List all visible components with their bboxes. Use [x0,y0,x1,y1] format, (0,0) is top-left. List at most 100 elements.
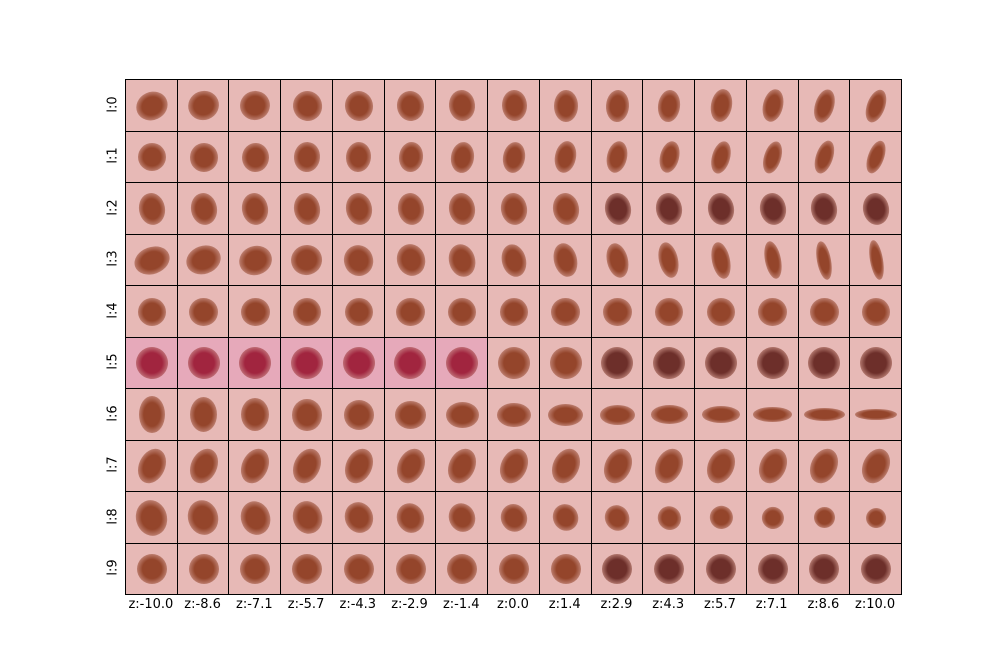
lesion-shape [445,241,480,280]
lesion-shape [753,343,793,383]
sample-image [694,79,747,132]
lesion-shape [552,139,580,175]
sample-image [125,182,178,235]
lesion-shape [757,502,788,533]
lesion-shape [497,240,531,280]
lesion-shape [497,402,531,427]
sample-image [797,439,851,492]
row-label: l:2 [103,182,123,232]
lesion-shape [603,297,632,326]
lesion-shape [241,398,270,432]
sample-image [176,233,230,286]
lesion-shape [753,444,792,489]
lesion-shape [548,500,583,536]
lesion-shape [550,240,581,280]
sample-image [435,233,489,286]
lesion-shape [759,138,786,176]
row-label-text: l:8 [105,507,121,525]
lesion-shape [701,444,741,489]
sample-image [280,79,333,132]
lesion-shape [445,401,479,428]
sample-image [797,336,851,389]
sample-image [331,542,385,595]
sample-image [849,542,902,595]
lesion-shape [136,190,168,227]
sample-image [280,491,333,544]
lesion-shape [235,444,275,489]
lesion-shape [132,343,172,383]
lesion-shape [546,444,586,489]
sample-image [383,182,437,235]
lesion-shape [136,554,167,585]
sample-image [125,130,178,183]
lesion-shape [293,141,321,173]
sample-image [383,388,437,441]
sample-image [745,79,799,132]
lesion-shape [138,396,165,434]
lesion-shape [494,444,534,489]
lesion-shape [341,88,376,124]
column-label: z:-10.0 [128,597,174,612]
lesion-shape [701,343,741,383]
lesion-shape [182,241,225,280]
sample-image [590,542,644,595]
column-label: z:0.0 [497,597,529,612]
lesion-shape [604,89,630,123]
sample-image [280,542,333,595]
sample-image [125,388,178,441]
lesion-shape [390,343,431,383]
sample-image [331,336,385,389]
lesion-shape [442,444,482,489]
lesion-shape [656,88,682,124]
lesion-shape [600,500,635,535]
sample-image [538,542,592,595]
lesion-shape [137,297,167,326]
lesion-shape [239,190,271,227]
lesion-shape [241,142,270,173]
sample-image [435,130,489,183]
row-label: l:1 [103,131,123,181]
lesion-shape [236,497,275,539]
sample-image [487,233,540,286]
sample-image [694,388,747,441]
lesion-shape [287,444,327,489]
lesion-shape [288,497,326,538]
lesion-shape [498,190,530,227]
lesion-shape [496,499,532,536]
lesion-shape [292,398,322,431]
lesion-shape [344,141,373,174]
sample-image [487,182,540,235]
row-label: l:4 [103,285,123,335]
lesion-shape [132,444,172,489]
sample-image [487,439,540,492]
lesion-shape [291,190,323,227]
lesion-shape [759,87,787,125]
sample-image [745,182,799,235]
sample-image [383,336,437,389]
sample-image [280,182,333,235]
lesion-shape [707,87,735,124]
sample-image [125,439,178,492]
lesion-shape [597,343,638,383]
lesion-shape [292,297,322,326]
sample-image [694,182,747,235]
lesion-shape [447,554,478,585]
sample-image [797,542,851,595]
sample-image [280,130,333,183]
lesion-shape [655,240,683,281]
lesion-shape [603,240,632,280]
sample-image [538,233,592,286]
lesion-shape [813,239,836,281]
sample-image [797,233,851,286]
lesion-shape [343,399,374,430]
lesion-shape [339,444,379,489]
lesion-shape [130,241,174,280]
lesion-shape [188,190,220,227]
sample-image [487,336,540,389]
lesion-shape [809,554,840,585]
row-label: l:0 [103,79,123,129]
sample-image [745,285,799,338]
sample-image [435,182,489,235]
column-label: z:-5.7 [287,597,325,612]
sample-image [383,542,437,595]
